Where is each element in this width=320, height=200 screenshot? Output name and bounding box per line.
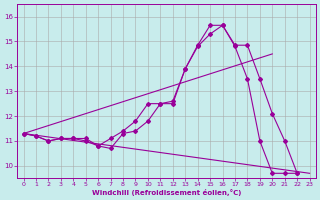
X-axis label: Windchill (Refroidissement éolien,°C): Windchill (Refroidissement éolien,°C) <box>92 189 241 196</box>
